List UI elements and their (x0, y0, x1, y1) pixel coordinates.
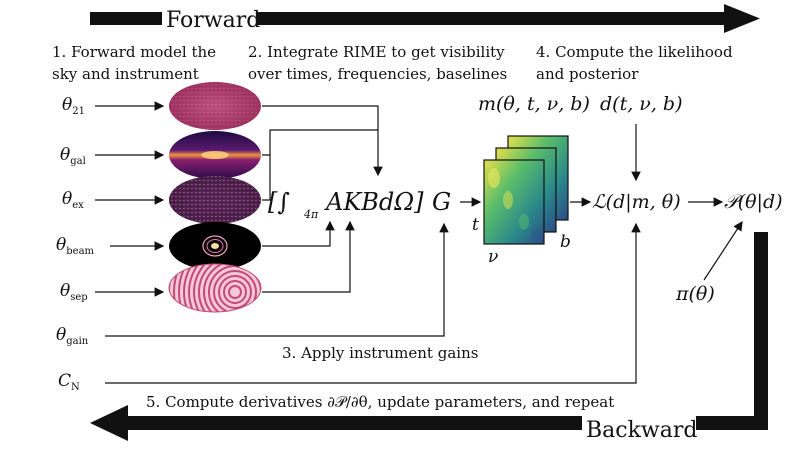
backward-arrow-bar (126, 416, 582, 430)
step1-line1: 1. Forward model the (52, 43, 216, 61)
svg-text:θgal: θgal (60, 145, 86, 167)
step3-label: 3. Apply instrument gains (282, 344, 478, 362)
svg-text:θ21: θ21 (62, 95, 85, 117)
map-extragalactic (169, 176, 261, 224)
map-galaxy (169, 131, 261, 179)
connector-sep-to-rime (262, 220, 355, 293)
gain-symbol: G (432, 188, 451, 216)
map-beam (169, 222, 261, 270)
svg-text:θgain: θgain (56, 325, 89, 347)
param-noise-cn: CN (58, 371, 80, 393)
backward-arrow-head (90, 405, 128, 441)
forward-arrow-left-bar (90, 12, 162, 25)
step4-line2: and posterior (536, 65, 639, 83)
connector-gain-to-g (105, 222, 449, 337)
step4-line1: 4. Compute the likelihood (536, 43, 733, 61)
connector-beam-to-rime (262, 220, 335, 247)
map-separation (168, 263, 262, 313)
connector-noise-to-likelihood (105, 222, 641, 384)
param-theta-gain: θgain (56, 325, 89, 347)
svg-text:θsep: θsep (60, 281, 88, 303)
svg-text:4π: 4π (303, 208, 319, 221)
connector-21-to-rime (262, 105, 383, 177)
svg-text:[∫: [∫ (268, 188, 290, 216)
backward-arrow-corner-bar (696, 416, 768, 430)
param-theta-sep: θsep (60, 281, 88, 303)
svg-text:AKBdΩ]: AKBdΩ] (324, 188, 424, 216)
param-theta-beam: θbeam (56, 235, 95, 257)
param-theta-gal: θgal (60, 145, 86, 167)
posterior-label: 𝒫(θ|d) (724, 191, 783, 213)
arrow-prior-to-posterior (703, 220, 743, 281)
axis-t-label: t (472, 215, 479, 235)
connector-ex-to-rime (262, 155, 271, 201)
param-theta-21: θ21 (62, 95, 85, 117)
backward-label: Backward (586, 418, 697, 443)
forward-arrow-head (724, 4, 760, 33)
visibility-cube (483, 135, 569, 245)
svg-text:θex: θex (62, 189, 84, 211)
forward-label: Forward (166, 8, 260, 33)
backward-arrow-vertical-bar (754, 232, 768, 430)
likelihood-label: ℒ(d|m, θ) (592, 191, 681, 213)
map-21cm (169, 82, 261, 130)
param-theta-ex: θex (62, 189, 84, 211)
step2-line2: over times, frequencies, baselines (248, 65, 507, 83)
axis-nu-label: ν (488, 247, 498, 267)
forward-arrow-bar (256, 12, 726, 25)
step1-line2: sky and instrument (52, 65, 199, 83)
svg-text:θbeam: θbeam (56, 235, 95, 257)
step5-label: 5. Compute derivatives ∂𝒫/∂θ, update par… (146, 393, 614, 411)
axis-b-label: b (560, 232, 571, 252)
prior-label: π(θ) (675, 283, 715, 305)
model-label: m(θ, t, ν, b) (478, 93, 590, 115)
rime-equation: [∫ 4π AKBdΩ] G (268, 188, 451, 221)
step2-line1: 2. Integrate RIME to get visibility (248, 43, 505, 61)
svg-text:CN: CN (58, 371, 80, 393)
data-label: d(t, ν, b) (600, 93, 683, 115)
connector-gal-to-rime (262, 129, 378, 156)
